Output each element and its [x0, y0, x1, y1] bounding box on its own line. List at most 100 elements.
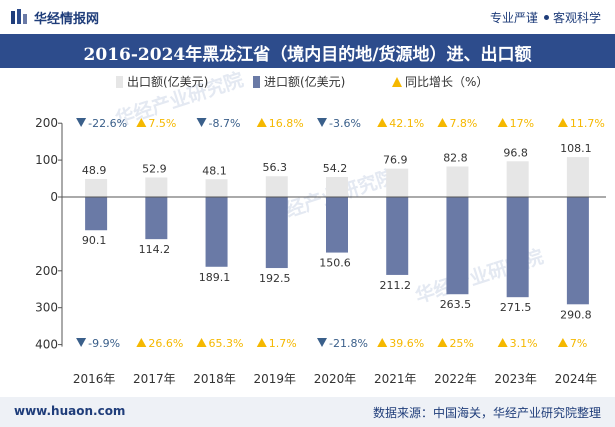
growth-export-triangle-icon-3: [256, 118, 267, 127]
dot-icon: [543, 15, 549, 20]
bar-import-8: [566, 197, 589, 305]
growth-export-label-5: 42.1%: [389, 117, 424, 130]
growth-export-label-6: 7.8%: [449, 117, 477, 130]
growth-import-label-1: 26.6%: [148, 337, 183, 350]
x-tick-label-3: 2019年: [254, 372, 297, 386]
bar-export-4: [326, 177, 348, 197]
bar-export-6: [446, 166, 469, 197]
y-tick-label-0: 200: [35, 116, 58, 130]
x-tick-label-6: 2022年: [434, 372, 477, 386]
growth-export-label-4: -3.6%: [329, 117, 361, 130]
y-tick-label-2: 0: [50, 190, 58, 204]
title-bar: 2016-2024年黑龙江省（境内目的地/货源地）进、出口额: [0, 34, 615, 68]
x-tick-label-7: 2023年: [494, 372, 537, 386]
bar-export-8: [566, 157, 589, 197]
legend-swatch-export: [116, 76, 123, 88]
chart: 华经产业研究院华经产业研究院华经产业研究院出口额(亿美元)进口额(亿美元)同比增…: [35, 68, 606, 386]
growth-export-triangle-icon-4: [317, 118, 327, 127]
x-tick-label-5: 2021年: [374, 372, 417, 386]
bar-import-1: [145, 197, 168, 240]
legend-label-import: 进口额(亿美元): [264, 74, 345, 89]
label-export-6: 82.8: [443, 151, 468, 164]
label-import-3: 192.5: [259, 272, 291, 285]
growth-export-triangle-icon-7: [497, 118, 508, 127]
legend-label-export: 出口额(亿美元): [127, 74, 208, 89]
x-tick-label-0: 2016年: [73, 372, 116, 386]
label-export-0: 48.9: [82, 164, 107, 177]
growth-export-label-2: -8.7%: [209, 117, 241, 130]
growth-export-triangle-icon-5: [377, 118, 388, 127]
y-tick-label-5: 400: [35, 338, 58, 352]
bar-import-0: [85, 197, 108, 231]
label-import-7: 271.5: [500, 301, 532, 314]
x-tick-label-8: 2024年: [555, 372, 598, 386]
growth-import-triangle-icon-7: [497, 338, 508, 347]
growth-import-triangle-icon-1: [136, 338, 147, 347]
y-tick-label-4: 300: [35, 301, 58, 315]
footer-site: www.huaon.com: [14, 404, 126, 418]
x-tick-label-1: 2017年: [133, 372, 176, 386]
brand-name: 华经情报网: [34, 12, 100, 27]
legend-swatch-import: [253, 76, 260, 88]
logo-icon: [11, 9, 27, 24]
label-import-2: 189.1: [199, 271, 231, 284]
bar-export-2: [205, 179, 228, 197]
growth-import-label-0: -9.9%: [88, 337, 120, 350]
label-import-4: 150.6: [319, 257, 351, 270]
label-import-6: 263.5: [440, 298, 472, 311]
growth-import-label-3: 1.7%: [269, 337, 297, 350]
label-import-1: 114.2: [139, 243, 171, 256]
label-export-1: 52.9: [142, 162, 167, 175]
footer: www.huaon.com 数据来源：中国海关，华经产业研究院整理: [0, 397, 615, 427]
tagline-left: 专业严谨: [489, 11, 538, 25]
growth-export-label-8: 11.7%: [570, 117, 605, 130]
legend-label-growth: 同比增长（%）: [405, 75, 488, 89]
x-tick-label-4: 2020年: [314, 372, 357, 386]
bar-export-7: [506, 161, 529, 197]
growth-import-label-6: 25%: [449, 337, 473, 350]
label-import-0: 90.1: [82, 234, 107, 247]
growth-import-triangle-icon-6: [437, 338, 448, 347]
growth-import-triangle-icon-4: [317, 338, 327, 347]
bar-import-3: [265, 197, 288, 269]
growth-import-label-4: -21.8%: [329, 337, 368, 350]
label-export-2: 48.1: [202, 164, 227, 177]
bar-import-6: [446, 197, 469, 295]
legend-triangle-icon: [392, 77, 402, 87]
growth-export-triangle-icon-0: [76, 118, 87, 127]
bar-export-5: [386, 168, 409, 197]
growth-import-label-8: 7%: [570, 337, 587, 350]
bar-import-5: [386, 197, 409, 275]
growth-import-triangle-icon-0: [76, 338, 87, 347]
growth-export-triangle-icon-2: [196, 118, 207, 127]
growth-import-label-2: 65.3%: [209, 337, 244, 350]
bar-import-7: [506, 197, 529, 298]
label-export-4: 54.2: [323, 162, 348, 175]
growth-export-label-1: 7.5%: [148, 117, 176, 130]
label-export-7: 96.8: [503, 146, 528, 159]
bar-export-0: [85, 178, 108, 197]
growth-import-label-5: 39.6%: [389, 337, 424, 350]
y-tick-label-1: 100: [35, 153, 58, 167]
bar-export-1: [145, 177, 168, 197]
growth-export-label-3: 16.8%: [269, 117, 304, 130]
label-import-5: 211.2: [379, 279, 411, 292]
label-import-8: 290.8: [560, 308, 592, 321]
tagline-right: 客观科学: [552, 11, 601, 25]
growth-export-triangle-icon-6: [437, 118, 448, 127]
growth-import-triangle-icon-8: [557, 338, 568, 347]
top-bar: 华经情报网 专业严谨 客观科学: [0, 0, 615, 34]
label-export-3: 56.3: [263, 161, 288, 174]
footer-source: 数据来源：中国海关，华经产业研究院整理: [372, 406, 601, 420]
chart-title: 2016-2024年黑龙江省（境内目的地/货源地）进、出口额: [83, 45, 532, 65]
growth-import-triangle-icon-2: [196, 338, 207, 347]
growth-export-label-7: 17%: [510, 117, 534, 130]
bar-import-2: [205, 197, 228, 267]
label-export-8: 108.1: [560, 142, 592, 155]
growth-import-triangle-icon-5: [377, 338, 388, 347]
growth-export-triangle-icon-8: [557, 118, 568, 127]
label-export-5: 76.9: [383, 154, 408, 167]
growth-export-label-0: -22.6%: [88, 117, 127, 130]
x-tick-label-2: 2018年: [193, 372, 236, 386]
growth-export-triangle-icon-1: [136, 118, 147, 127]
